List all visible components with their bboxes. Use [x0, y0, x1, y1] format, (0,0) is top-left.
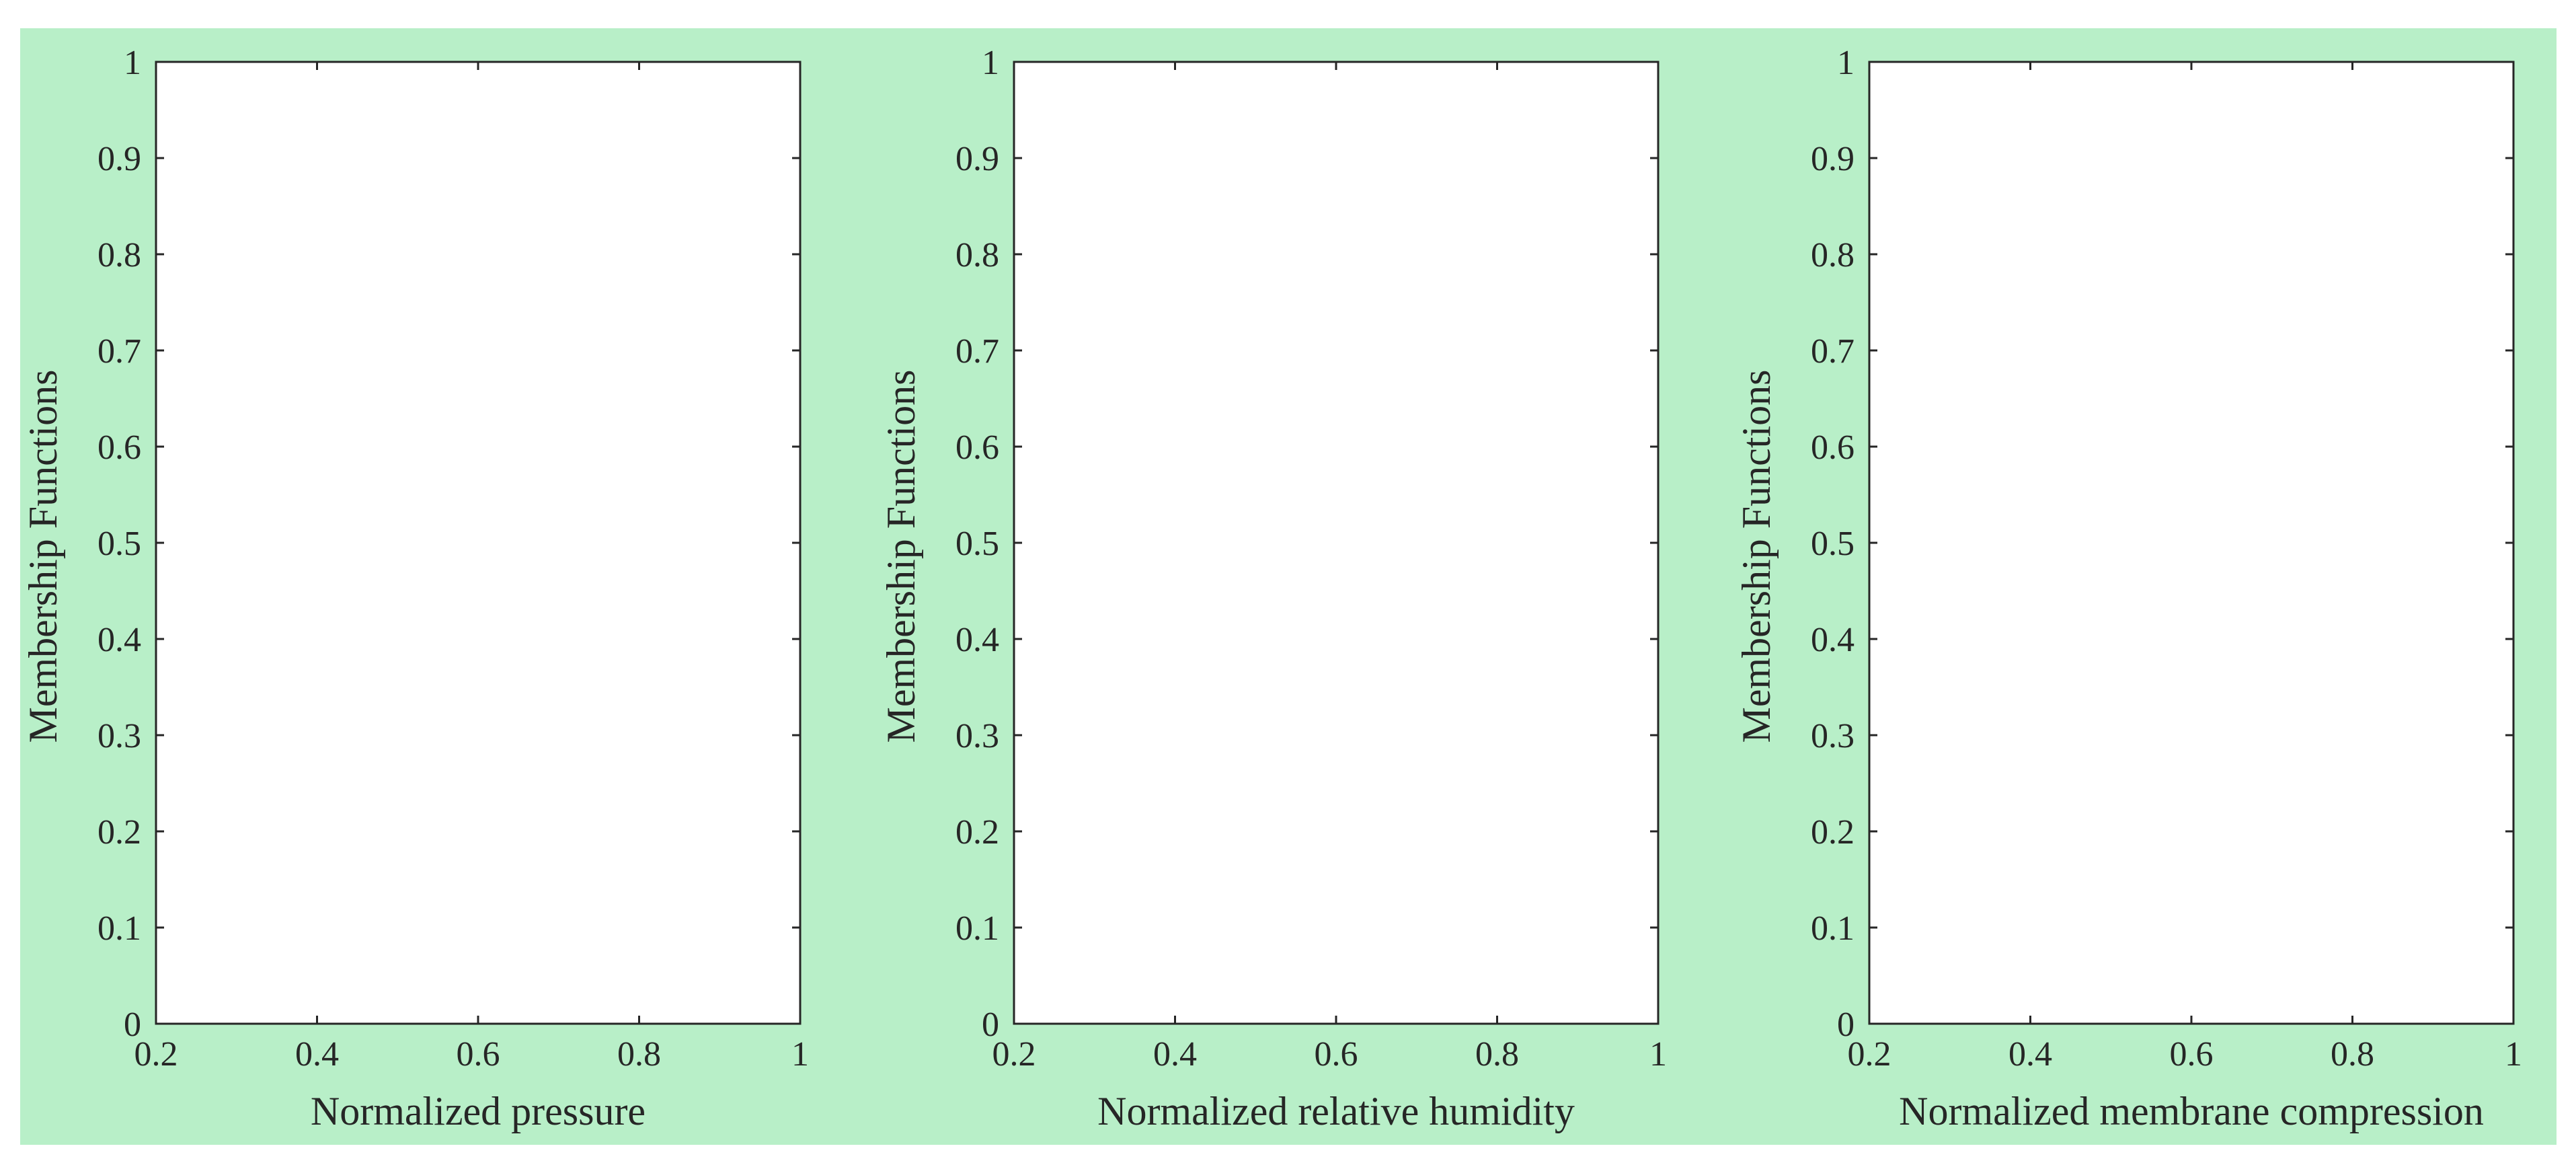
- x-tick-label: 0.4: [1153, 1035, 1197, 1074]
- x-axis-label: Normalized membrane compression: [1899, 1089, 2484, 1133]
- x-tick-label: 0.8: [617, 1035, 661, 1074]
- y-axis-label: Membership Functions: [1734, 370, 1779, 743]
- x-tick-label: 0.4: [2008, 1035, 2052, 1074]
- y-tick-label: 0.8: [97, 236, 141, 274]
- y-tick-label: 0.8: [1811, 236, 1855, 274]
- y-tick-label: 0.7: [955, 332, 999, 371]
- axes-frame: [1868, 61, 2515, 1025]
- y-tick-label: 0.3: [1811, 717, 1855, 755]
- y-tick-label: 0.5: [1811, 525, 1855, 563]
- x-tick-label: 1: [2505, 1035, 2522, 1074]
- x-tick-label: 1: [1649, 1035, 1667, 1074]
- y-tick-label: 0.4: [955, 621, 999, 659]
- subplots-group: 0.2 0.4 0.6 0.8 1 0 0.1 0.2 0.3 0.4 0.5 0.6 0.7 0.8 0.…: [21, 44, 2522, 1133]
- y-tick-label: 0.6: [97, 428, 141, 467]
- x-tick-label: 0.2: [1848, 1035, 1891, 1074]
- y-tick-label: 0.2: [1811, 813, 1855, 852]
- x-tick-label: 0.8: [2331, 1035, 2374, 1074]
- y-tick-label: 0.7: [97, 332, 141, 371]
- x-axis-label: Normalized relative humidity: [1097, 1089, 1575, 1133]
- y-tick-label: 0.4: [97, 621, 141, 659]
- y-tick-label: 0.6: [1811, 428, 1855, 467]
- x-tick-label: 0.2: [992, 1035, 1036, 1074]
- axes-frame: [155, 61, 802, 1025]
- x-tick-label: 0.8: [1475, 1035, 1519, 1074]
- y-tick-label: 0: [982, 1006, 999, 1044]
- y-tick-label: 0.2: [97, 813, 141, 852]
- y-tick-label: 0.2: [955, 813, 999, 852]
- y-tick-label: 0.4: [1811, 621, 1855, 659]
- y-tick-label: 0.6: [955, 428, 999, 467]
- subplot-2: 0.2 0.4 0.6 0.8 1 0 0.1 0.2 0.3 0.4 0.5 0.6 0.7 0.8 0.…: [879, 44, 1667, 1133]
- y-tick-label: 0.9: [1811, 140, 1855, 178]
- y-tick-label: 0.8: [955, 236, 999, 274]
- y-tick-label: 0.5: [955, 525, 999, 563]
- y-tick-label: 0.1: [1811, 909, 1855, 948]
- x-tick-label: 0.6: [2170, 1035, 2214, 1074]
- y-tick-label: 0.5: [97, 525, 141, 563]
- x-axis-label: Normalized pressure: [311, 1089, 646, 1133]
- x-tick-label: 0.6: [1315, 1035, 1358, 1074]
- y-tick-label: 1: [982, 44, 999, 82]
- x-tick-label: 0.2: [134, 1035, 178, 1074]
- x-tick-label: 1: [791, 1035, 809, 1074]
- y-tick-label: 0.1: [97, 909, 141, 948]
- y-tick-label: 0: [1837, 1006, 1855, 1044]
- y-axis-label: Membership Functions: [879, 370, 923, 743]
- y-tick-label: 1: [1837, 44, 1855, 82]
- y-tick-label: 1: [124, 44, 141, 82]
- y-tick-label: 0.3: [955, 717, 999, 755]
- subplot-3: 0.2 0.4 0.6 0.8 1 0 0.1 0.2 0.3 0.4 0.5 0.6 0.7 0.8 0.…: [1734, 44, 2522, 1133]
- y-axis-label: Membership Functions: [21, 370, 65, 743]
- axes-frame: [1013, 61, 1660, 1025]
- y-tick-label: 0.3: [97, 717, 141, 755]
- y-tick-label: 0.9: [97, 140, 141, 178]
- y-tick-label: 0.1: [955, 909, 999, 948]
- x-tick-label: 0.4: [295, 1035, 339, 1074]
- subplot-1: 0.2 0.4 0.6 0.8 1 0 0.1 0.2 0.3 0.4 0.5 0.6 0.7 0.8 0.…: [21, 44, 809, 1133]
- y-tick-label: 0.7: [1811, 332, 1855, 371]
- y-tick-label: 0.9: [955, 140, 999, 178]
- y-tick-label: 0: [124, 1006, 141, 1044]
- x-tick-label: 0.6: [457, 1035, 500, 1074]
